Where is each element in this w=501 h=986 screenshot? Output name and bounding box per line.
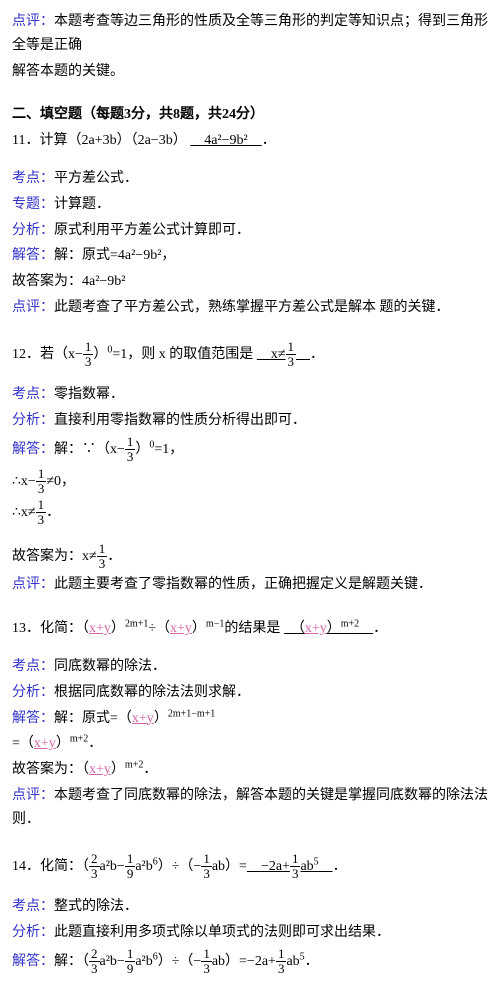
q11-gu: 故答案为：4a²−9b² (12, 270, 489, 294)
dp-label: 点评： (12, 14, 54, 29)
q13-l2: =（x+y）m+2． (12, 732, 489, 756)
q11-jd: 解答：解：原式=4a²−9b²， (12, 244, 489, 268)
q11-blank: 4a²−9b² (190, 133, 262, 148)
q11-fx: 分析：原式利用平方差公式计算即可． (12, 219, 489, 243)
intro-comment-2: 解答本题的关键。 (12, 60, 489, 84)
q12-l3: ∴x≠13． (12, 498, 489, 528)
q13-kd: 考点：同底数幂的除法． (12, 655, 489, 679)
q14-blank: −2a+13ab5 (247, 859, 333, 874)
q14-fx: 分析：此题直接利用多项式除以单项式的法则即可求出结果． (12, 921, 489, 945)
intro-comment: 点评：本题考查等边三角形的性质及全等三角形的判定等知识点；得到三角形全等是正确 (12, 10, 489, 58)
q12-gu: 故答案为：x≠13． (12, 542, 489, 572)
q11-dp: 点评：此题考查了平方差公式，熟练掌握平方差公式是解本 题的关键． (12, 296, 489, 320)
frac: 13 (83, 340, 94, 370)
q13-jd: 解答：解：原式=（x+y）2m+1−m+1 (12, 707, 489, 731)
intro-t1: 本题考查等边三角形的性质及全等三角形的判定等知识点；得到三角形全等是正确 (12, 14, 488, 53)
q12-fx: 分析：直接利用零指数幂的性质分析得出即可． (12, 409, 489, 433)
q12-stem: 12．若（x−13）0=1，则 x 的取值范围是 x≠13 ． (12, 340, 489, 370)
q12-l2: ∴x−13≠0， (12, 467, 489, 497)
q13-stem: 13．化简：（x+y）2m+1÷（x+y）m−1的结果是 （x+y）m+2 ． (12, 617, 489, 641)
q11-zt: 专题：计算题． (12, 193, 489, 217)
q11-kd: 考点：平方差公式． (12, 167, 489, 191)
section-title: 二、填空题（每题3分，共8题，共24分） (12, 103, 489, 127)
q12-jd: 解答：解：∵（x−13）0=1， (12, 435, 489, 465)
q13-gu: 故答案为：（x+y）m+2． (12, 758, 489, 782)
q12-dp: 点评：此题主要考查了零指数幂的性质，正确把握定义是解题关键． (12, 573, 489, 597)
q14-jd: 解答：解：（23a²b−19a²b6）÷（−13ab）=−2a+13ab5． (12, 947, 489, 977)
q11-stem: 11．计算（2a+3b）（2a−3b） 4a²−9b² ． (12, 129, 489, 153)
q14-stem: 14．化简：（23a²b−19a²b6）÷（−13ab）= −2a+13ab5 … (12, 852, 489, 882)
q13-blank: （x+y）m+2 (284, 621, 373, 636)
q13-dp: 点评：本题考查了同底数幂的除法，解答本题的关键是掌握同底数幂的除法法则． (12, 784, 489, 832)
q12-blank: x≠13 (257, 347, 310, 362)
q14-kd: 考点：整式的除法． (12, 895, 489, 919)
q13-fx: 分析：根据同底数幂的除法法则求解． (12, 681, 489, 705)
q12-kd: 考点：零指数幂． (12, 383, 489, 407)
